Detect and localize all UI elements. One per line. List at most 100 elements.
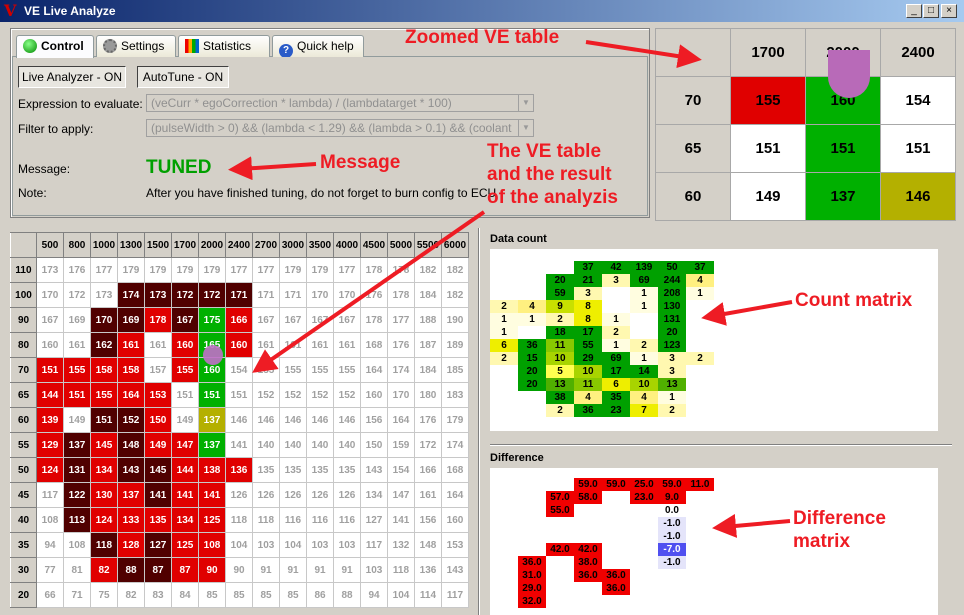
table-cell[interactable]: 161 [63, 332, 91, 358]
table-cell[interactable]: 127 [360, 507, 388, 533]
table-cell[interactable]: 124 [36, 457, 64, 483]
table-cell[interactable]: 150 [360, 432, 388, 458]
maximize-button[interactable]: □ [923, 4, 939, 18]
table-cell[interactable]: 176 [387, 332, 415, 358]
table-cell[interactable]: 137 [198, 407, 226, 433]
table-cell[interactable]: 88 [117, 557, 145, 583]
table-cell[interactable]: 118 [387, 557, 415, 583]
table-cell[interactable]: 160 [360, 382, 388, 408]
table-cell[interactable]: 118 [225, 507, 253, 533]
splitter[interactable] [478, 228, 480, 615]
table-cell[interactable]: 151 [171, 382, 199, 408]
tab-control[interactable]: Control [16, 35, 94, 58]
table-cell[interactable]: 164 [441, 482, 469, 508]
table-cell[interactable]: 143 [360, 457, 388, 483]
table-cell[interactable]: 141 [144, 482, 172, 508]
table-cell[interactable]: 145 [90, 432, 118, 458]
table-cell[interactable]: 104 [387, 582, 415, 608]
table-cell[interactable]: 122 [63, 482, 91, 508]
table-cell[interactable]: 189 [441, 332, 469, 358]
table-cell[interactable]: 152 [252, 382, 280, 408]
table-cell[interactable]: 136 [414, 557, 442, 583]
table-cell[interactable]: 166 [414, 457, 442, 483]
table-cell[interactable]: 185 [441, 357, 469, 383]
table-cell[interactable]: 158 [90, 357, 118, 383]
table-cell[interactable]: 144 [171, 457, 199, 483]
table-cell[interactable]: 125 [171, 532, 199, 558]
table-cell[interactable]: 154 [880, 76, 956, 125]
table-cell[interactable]: 172 [198, 282, 226, 308]
table-cell[interactable]: 126 [333, 482, 361, 508]
table-cell[interactable]: 82 [117, 582, 145, 608]
table-cell[interactable]: 117 [360, 532, 388, 558]
table-cell[interactable]: 135 [333, 457, 361, 483]
table-cell[interactable]: 180 [414, 382, 442, 408]
table-cell[interactable]: 85 [225, 582, 253, 608]
table-cell[interactable]: 137 [198, 432, 226, 458]
table-cell[interactable]: 164 [387, 407, 415, 433]
table-cell[interactable]: 166 [225, 307, 253, 333]
table-cell[interactable]: 160 [225, 332, 253, 358]
table-cell[interactable]: 176 [414, 407, 442, 433]
table-cell[interactable]: 153 [441, 532, 469, 558]
table-cell[interactable]: 130 [90, 482, 118, 508]
table-cell[interactable]: 86 [306, 582, 334, 608]
table-cell[interactable]: 179 [117, 257, 145, 283]
table-cell[interactable]: 137 [117, 482, 145, 508]
table-cell[interactable]: 159 [387, 432, 415, 458]
table-cell[interactable]: 91 [306, 557, 334, 583]
table-cell[interactable]: 179 [441, 407, 469, 433]
table-cell[interactable]: 134 [171, 507, 199, 533]
table-cell[interactable]: 149 [144, 432, 172, 458]
table-cell[interactable]: 146 [225, 407, 253, 433]
table-cell[interactable]: 135 [252, 457, 280, 483]
table-cell[interactable]: 151 [880, 124, 956, 173]
table-cell[interactable]: 160 [36, 332, 64, 358]
chevron-down-icon[interactable]: ▼ [518, 120, 533, 136]
table-cell[interactable]: 94 [360, 582, 388, 608]
table-cell[interactable]: 103 [360, 557, 388, 583]
table-cell[interactable]: 141 [171, 482, 199, 508]
table-cell[interactable]: 126 [306, 482, 334, 508]
table-cell[interactable]: 177 [90, 257, 118, 283]
table-cell[interactable]: 173 [90, 282, 118, 308]
table-cell[interactable]: 116 [333, 507, 361, 533]
table-cell[interactable]: 182 [441, 257, 469, 283]
table-cell[interactable]: 104 [279, 532, 307, 558]
table-cell[interactable]: 91 [333, 557, 361, 583]
table-cell[interactable]: 155 [730, 76, 806, 125]
table-cell[interactable]: 160 [171, 332, 199, 358]
table-cell[interactable]: 155 [306, 357, 334, 383]
table-cell[interactable]: 126 [225, 482, 253, 508]
table-cell[interactable]: 129 [36, 432, 64, 458]
table-cell[interactable]: 104 [225, 532, 253, 558]
table-cell[interactable]: 151 [36, 357, 64, 383]
table-cell[interactable]: 135 [144, 507, 172, 533]
table-cell[interactable]: 124 [90, 507, 118, 533]
autotune-toggle[interactable]: AutoTune - ON [137, 66, 229, 88]
table-cell[interactable]: 161 [144, 332, 172, 358]
table-cell[interactable]: 144 [36, 382, 64, 408]
table-cell[interactable]: 134 [360, 482, 388, 508]
table-cell[interactable]: 151 [805, 124, 881, 173]
table-cell[interactable]: 156 [414, 507, 442, 533]
table-cell[interactable]: 170 [306, 282, 334, 308]
table-cell[interactable]: 146 [279, 407, 307, 433]
table-cell[interactable]: 183 [441, 382, 469, 408]
table-cell[interactable]: 118 [252, 507, 280, 533]
expression-input[interactable]: (veCurr * egoCorrection * lambda) / (lam… [146, 94, 534, 112]
tab-quick-help[interactable]: ? Quick help [272, 35, 364, 57]
table-cell[interactable]: 140 [252, 432, 280, 458]
live-analyzer-toggle[interactable]: Live Analyzer - ON [18, 66, 126, 88]
table-cell[interactable]: 140 [333, 432, 361, 458]
table-cell[interactable]: 158 [117, 357, 145, 383]
table-cell[interactable]: 167 [306, 307, 334, 333]
table-cell[interactable]: 162 [90, 332, 118, 358]
table-cell[interactable]: 131 [63, 457, 91, 483]
table-cell[interactable]: 170 [333, 282, 361, 308]
table-cell[interactable]: 164 [117, 382, 145, 408]
table-cell[interactable]: 145 [144, 457, 172, 483]
table-cell[interactable]: 161 [117, 332, 145, 358]
table-cell[interactable]: 155 [333, 357, 361, 383]
table-cell[interactable]: 103 [306, 532, 334, 558]
